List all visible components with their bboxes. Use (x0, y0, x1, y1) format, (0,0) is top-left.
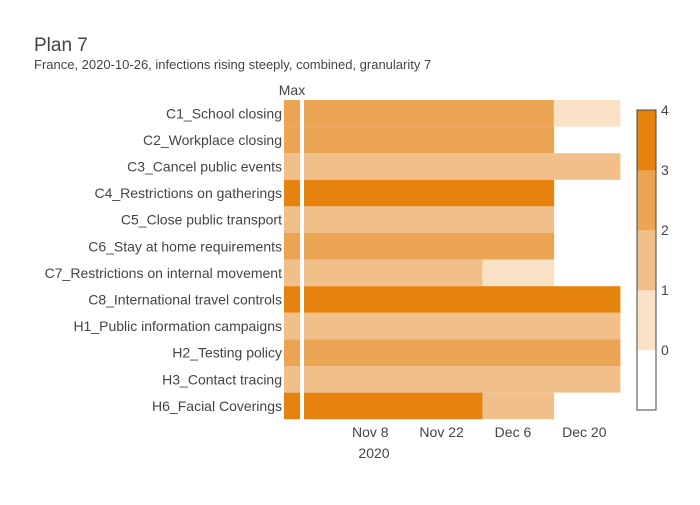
colorbar: 0 1 2 3 4 (636, 102, 669, 411)
row-label: H2_Testing policy (172, 345, 282, 361)
x-tick-label: Dec 20 (562, 424, 607, 440)
x-tick-label: Dec 6 (495, 424, 532, 440)
colorbar-tick-label: 2 (661, 222, 669, 238)
row-label: H6_Facial Coverings (152, 398, 282, 414)
colorbar-tick-label: 4 (661, 102, 669, 118)
max-cell (284, 286, 300, 313)
heatmap-cell (482, 392, 555, 420)
max-cell (284, 233, 300, 260)
max-cell (284, 153, 300, 180)
max-column (284, 100, 300, 420)
heatmap-cell (553, 100, 621, 127)
max-cell (284, 392, 300, 420)
colorbar-segment (637, 110, 656, 171)
row-label: C7_Restrictions on internal movement (45, 265, 282, 281)
max-column-label: Max (279, 82, 305, 98)
colorbar-segment (637, 230, 656, 291)
x-tick-label: Nov 22 (419, 424, 464, 440)
heatmap-cell (304, 206, 555, 233)
colorbar-segment (637, 290, 656, 351)
max-cell (284, 259, 300, 287)
heatmap-cell (304, 100, 555, 127)
heatmap-cell (304, 153, 621, 180)
x-axis-ticks: Nov 8 Nov 22 Dec 6 Dec 20 (352, 424, 607, 440)
heatmap-cell (304, 126, 555, 154)
heatmap-cell (304, 233, 555, 260)
row-label: C2_Workplace closing (143, 132, 282, 148)
max-cell (284, 366, 300, 393)
heatmap-cell (304, 259, 483, 287)
row-label: C1_School closing (166, 105, 282, 121)
chart-title: Plan 7 (34, 35, 88, 56)
max-cell (284, 126, 300, 154)
heatmap-cell (304, 312, 621, 340)
max-cell (284, 206, 300, 233)
x-axis-year-label: 2020 (358, 445, 389, 461)
heatmap-cell (304, 366, 621, 393)
row-label: H3_Contact tracing (162, 371, 282, 387)
max-cell (284, 179, 300, 207)
row-label: C5_Close public transport (121, 212, 282, 228)
colorbar-tick-label: 1 (661, 282, 669, 298)
heatmap-cell (304, 286, 621, 313)
heatmap-cell (482, 259, 555, 287)
row-label: C6_Stay at home requirements (88, 238, 282, 254)
heatmap-cells (304, 100, 621, 420)
heatmap-cell (304, 179, 555, 207)
row-label: C4_Restrictions on gatherings (94, 185, 282, 201)
row-labels: C1_School closing C2_Workplace closing C3_… (45, 105, 282, 414)
row-label: C8_International travel controls (88, 292, 282, 308)
heatmap-cell (304, 392, 483, 420)
max-cell (284, 100, 300, 127)
colorbar-segment (637, 170, 656, 231)
chart-subtitle: France, 2020-10-26, infections rising st… (34, 57, 431, 72)
row-label: H1_Public information campaigns (73, 318, 282, 334)
colorbar-segment (637, 350, 656, 411)
heatmap-cell (304, 339, 621, 366)
x-tick-label: Nov 8 (352, 424, 389, 440)
max-cell (284, 312, 300, 340)
colorbar-outline (636, 109, 657, 411)
colorbar-tick-label: 3 (661, 162, 669, 178)
max-cell (284, 339, 300, 366)
colorbar-tick-label: 0 (661, 342, 669, 358)
row-label: C3_Cancel public events (127, 159, 282, 175)
